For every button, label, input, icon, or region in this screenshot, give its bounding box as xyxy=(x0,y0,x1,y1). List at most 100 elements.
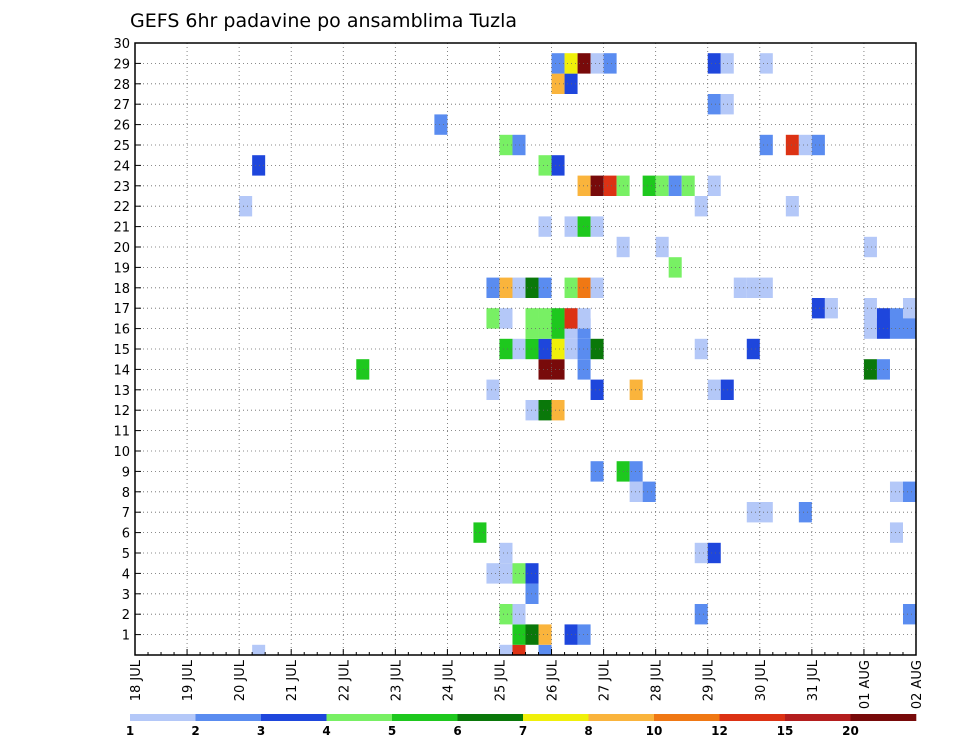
heatmap-cell xyxy=(590,379,604,400)
heatmap-cell xyxy=(694,542,708,564)
heatmap-cell xyxy=(642,175,656,196)
heatmap-cell xyxy=(577,359,591,380)
y-tick-label: 3 xyxy=(122,588,130,603)
y-tick-label: 7 xyxy=(122,506,130,521)
heatmap-cell xyxy=(551,338,565,360)
heatmap-cell xyxy=(811,298,825,319)
heatmap-cell xyxy=(655,236,669,258)
legend-swatch xyxy=(130,714,196,721)
heatmap-cell xyxy=(538,400,552,421)
heatmap-cell xyxy=(629,481,643,502)
heatmap-cell xyxy=(902,604,916,625)
heatmap-cell xyxy=(538,644,552,655)
heatmap-cell xyxy=(902,481,916,502)
legend-label: 20 xyxy=(842,724,859,738)
heatmap-cell xyxy=(499,277,513,298)
legend-swatch xyxy=(261,714,327,721)
heatmap-cell xyxy=(642,481,656,502)
legend-swatch xyxy=(785,714,851,721)
y-tick-label: 20 xyxy=(113,241,130,256)
heatmap-cell xyxy=(486,308,500,329)
legend-label: 10 xyxy=(646,724,663,738)
y-tick-label: 6 xyxy=(122,527,130,542)
heatmap-cell xyxy=(499,644,513,655)
legend-swatch xyxy=(654,714,720,721)
x-tick-label: 01 AUG xyxy=(858,660,873,709)
heatmap-cell xyxy=(525,338,539,360)
legend-label: 15 xyxy=(777,724,794,738)
heatmap-cell xyxy=(590,216,604,237)
y-tick-label: 26 xyxy=(113,119,130,134)
heatmap-cell xyxy=(902,298,916,319)
heatmap-cell xyxy=(746,502,760,523)
heatmap-cell xyxy=(629,379,643,400)
y-tick-label: 21 xyxy=(113,221,130,236)
heatmap-cell xyxy=(525,624,539,645)
heatmap-cell xyxy=(798,502,812,523)
x-tick-label: 29 JUL xyxy=(702,659,717,701)
heatmap-cell xyxy=(538,216,552,237)
heatmap-cell xyxy=(499,542,513,564)
x-tick-label: 19 JUL xyxy=(181,659,196,701)
y-tick-label: 4 xyxy=(122,567,130,582)
y-tick-label: 13 xyxy=(113,384,130,399)
heatmap-cell xyxy=(434,114,448,135)
legend-swatch xyxy=(850,714,917,721)
x-tick-label: 31 JUL xyxy=(806,659,821,701)
x-tick-label: 22 JUL xyxy=(337,659,352,701)
heatmap-cell xyxy=(551,400,565,421)
y-tick-label: 8 xyxy=(122,486,130,501)
legend-label: 2 xyxy=(191,724,199,738)
heatmap-cell xyxy=(590,277,604,298)
y-tick-label: 9 xyxy=(122,465,130,480)
heatmap-cell xyxy=(733,277,747,298)
heatmap-cell xyxy=(603,175,617,196)
heatmap-cell xyxy=(525,583,539,604)
heatmap-cell xyxy=(876,308,890,329)
heatmap-cell xyxy=(512,134,526,156)
x-tick-label: 26 JUL xyxy=(546,659,561,701)
y-tick-label: 30 xyxy=(113,37,130,52)
heatmap-cell xyxy=(538,277,552,298)
heatmap-cell xyxy=(577,216,591,237)
y-tick-label: 15 xyxy=(113,343,130,358)
heatmap-cell xyxy=(603,53,617,74)
x-tick-label: 28 JUL xyxy=(650,659,665,701)
heatmap-cell xyxy=(746,277,760,298)
legend-swatch xyxy=(588,714,655,721)
heatmap-cell xyxy=(499,338,513,360)
heatmap-cell xyxy=(356,359,370,380)
y-tick-label: 2 xyxy=(122,608,130,623)
heatmap-cell xyxy=(577,175,591,196)
y-tick-label: 28 xyxy=(113,78,130,93)
heatmap-cell xyxy=(759,502,773,523)
heatmap-cell xyxy=(759,277,773,298)
heatmap-cell xyxy=(499,134,513,156)
heatmap-cell xyxy=(512,338,526,360)
x-tick-label: 23 JUL xyxy=(389,659,404,701)
heatmap-cell xyxy=(590,53,604,74)
y-tick-label: 10 xyxy=(113,445,130,460)
heatmap-cell xyxy=(655,175,669,196)
heatmap-cell xyxy=(759,53,773,74)
legend-swatch xyxy=(326,714,393,721)
heatmap-cell xyxy=(694,196,708,217)
color-legend: 1 2 3 4 5 6 7 8 10 12 15 20 xyxy=(126,714,917,738)
heatmap-cell xyxy=(577,338,591,360)
heatmap-cell xyxy=(798,134,812,156)
heatmap-cell xyxy=(577,624,591,645)
y-tick-label: 19 xyxy=(113,261,130,276)
heatmap-cell xyxy=(239,196,253,217)
x-tick-label: 02 AUG xyxy=(910,660,925,709)
heatmap-cell xyxy=(811,134,825,156)
heatmap-cell xyxy=(551,359,565,380)
x-tick-label: 30 JUL xyxy=(754,659,769,701)
y-tick-label: 24 xyxy=(113,159,130,174)
heatmap-cell xyxy=(538,338,552,360)
y-tick-label: 18 xyxy=(113,282,130,297)
heatmap-cell xyxy=(889,481,903,502)
y-tick-label: 14 xyxy=(113,363,130,378)
x-tick-label: 25 JUL xyxy=(493,659,508,701)
heatmap-cell xyxy=(577,277,591,298)
